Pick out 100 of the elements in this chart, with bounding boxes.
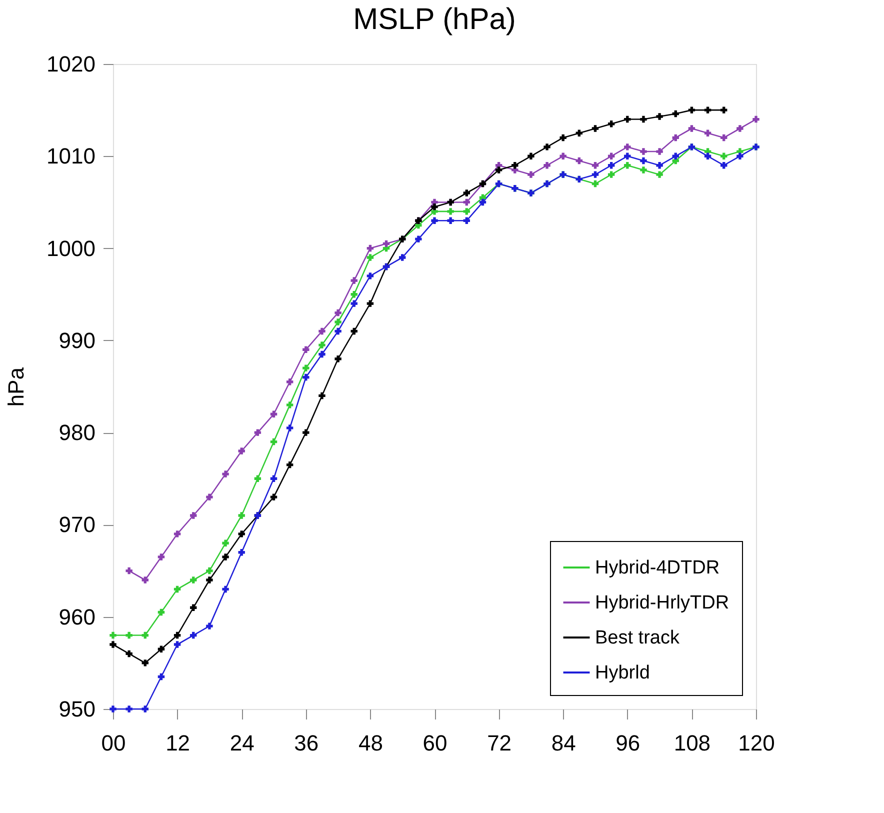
point: [672, 134, 679, 142]
point: [222, 586, 229, 593]
point: [592, 180, 599, 188]
y-tick-label: 1020: [46, 52, 96, 76]
y-tick-label: 950: [58, 696, 96, 722]
x-tick-label: 84: [551, 730, 576, 756]
point: [270, 410, 278, 418]
point: [656, 162, 663, 169]
point: [608, 152, 615, 160]
point: [286, 378, 294, 386]
point: [158, 608, 165, 616]
y-tick-label: 960: [58, 604, 96, 630]
legend-label: Best track: [595, 628, 680, 648]
legend-label: Hybrld: [595, 662, 650, 684]
point: [110, 641, 116, 648]
point: [672, 110, 679, 118]
point: [126, 650, 132, 658]
point: [142, 576, 149, 584]
point: [704, 152, 712, 160]
point: [479, 198, 486, 206]
point: [624, 152, 631, 160]
point: [431, 203, 438, 210]
point: [302, 346, 310, 353]
point: [656, 171, 663, 178]
point: [190, 632, 197, 639]
point: [126, 632, 132, 639]
x-tick-label: 60: [422, 730, 448, 756]
point: [656, 113, 663, 120]
point: [318, 342, 326, 348]
point: [206, 576, 213, 584]
point: [447, 208, 454, 215]
point: [158, 646, 165, 652]
point: [190, 604, 197, 611]
point: [286, 461, 294, 468]
point: [286, 402, 294, 408]
point: [656, 148, 663, 155]
x-tick-label: 48: [358, 730, 383, 756]
point: [334, 309, 342, 316]
point: [366, 300, 374, 307]
y-tick-label: 1010: [46, 144, 96, 169]
point: [238, 549, 245, 556]
point: [560, 152, 566, 160]
point: [512, 162, 518, 169]
point: [366, 272, 374, 280]
point: [736, 152, 744, 160]
point: [174, 586, 181, 593]
point: [624, 116, 631, 123]
point: [206, 622, 213, 630]
point: [334, 356, 342, 362]
x-tick-label: 24: [230, 730, 254, 756]
x-tick-label: 36: [294, 730, 319, 756]
point: [222, 540, 229, 546]
point: [463, 190, 470, 196]
point: [206, 494, 213, 500]
point: [463, 198, 470, 206]
point: [238, 512, 245, 519]
point: [350, 291, 358, 298]
legend-label: Hybrid-4DTDR: [595, 558, 720, 578]
point: [174, 641, 181, 648]
point: [544, 162, 550, 169]
point: [576, 157, 583, 164]
point: [720, 152, 728, 160]
y-tick-label: 970: [58, 512, 96, 538]
point: [608, 171, 615, 178]
point: [190, 512, 197, 519]
point: [495, 166, 502, 174]
chart-title: MSLP (hPa): [353, 3, 516, 36]
point: [334, 318, 342, 326]
point: [592, 171, 599, 178]
point: [592, 125, 599, 132]
point: [382, 240, 390, 248]
point: [286, 424, 294, 432]
y-tick-label: 990: [58, 328, 96, 353]
point: [190, 576, 197, 584]
point: [672, 152, 679, 160]
point: [688, 106, 696, 114]
point: [720, 162, 728, 169]
point: [302, 374, 310, 381]
point: [463, 208, 470, 215]
point: [238, 448, 245, 454]
point: [142, 632, 149, 639]
point: [350, 328, 358, 335]
point: [206, 567, 213, 574]
point: [126, 567, 132, 574]
x-tick-label: 108: [674, 730, 711, 756]
point: [302, 429, 310, 436]
point: [528, 171, 534, 178]
point: [110, 706, 116, 712]
point: [624, 144, 631, 150]
point: [560, 134, 566, 142]
point: [350, 277, 358, 284]
y-tick-label: 1000: [46, 236, 96, 261]
point: [142, 706, 149, 712]
point: [752, 116, 760, 123]
point: [270, 494, 278, 500]
point: [592, 162, 599, 169]
point: [222, 470, 229, 478]
point: [254, 475, 262, 482]
point: [528, 152, 534, 160]
point: [238, 530, 245, 538]
